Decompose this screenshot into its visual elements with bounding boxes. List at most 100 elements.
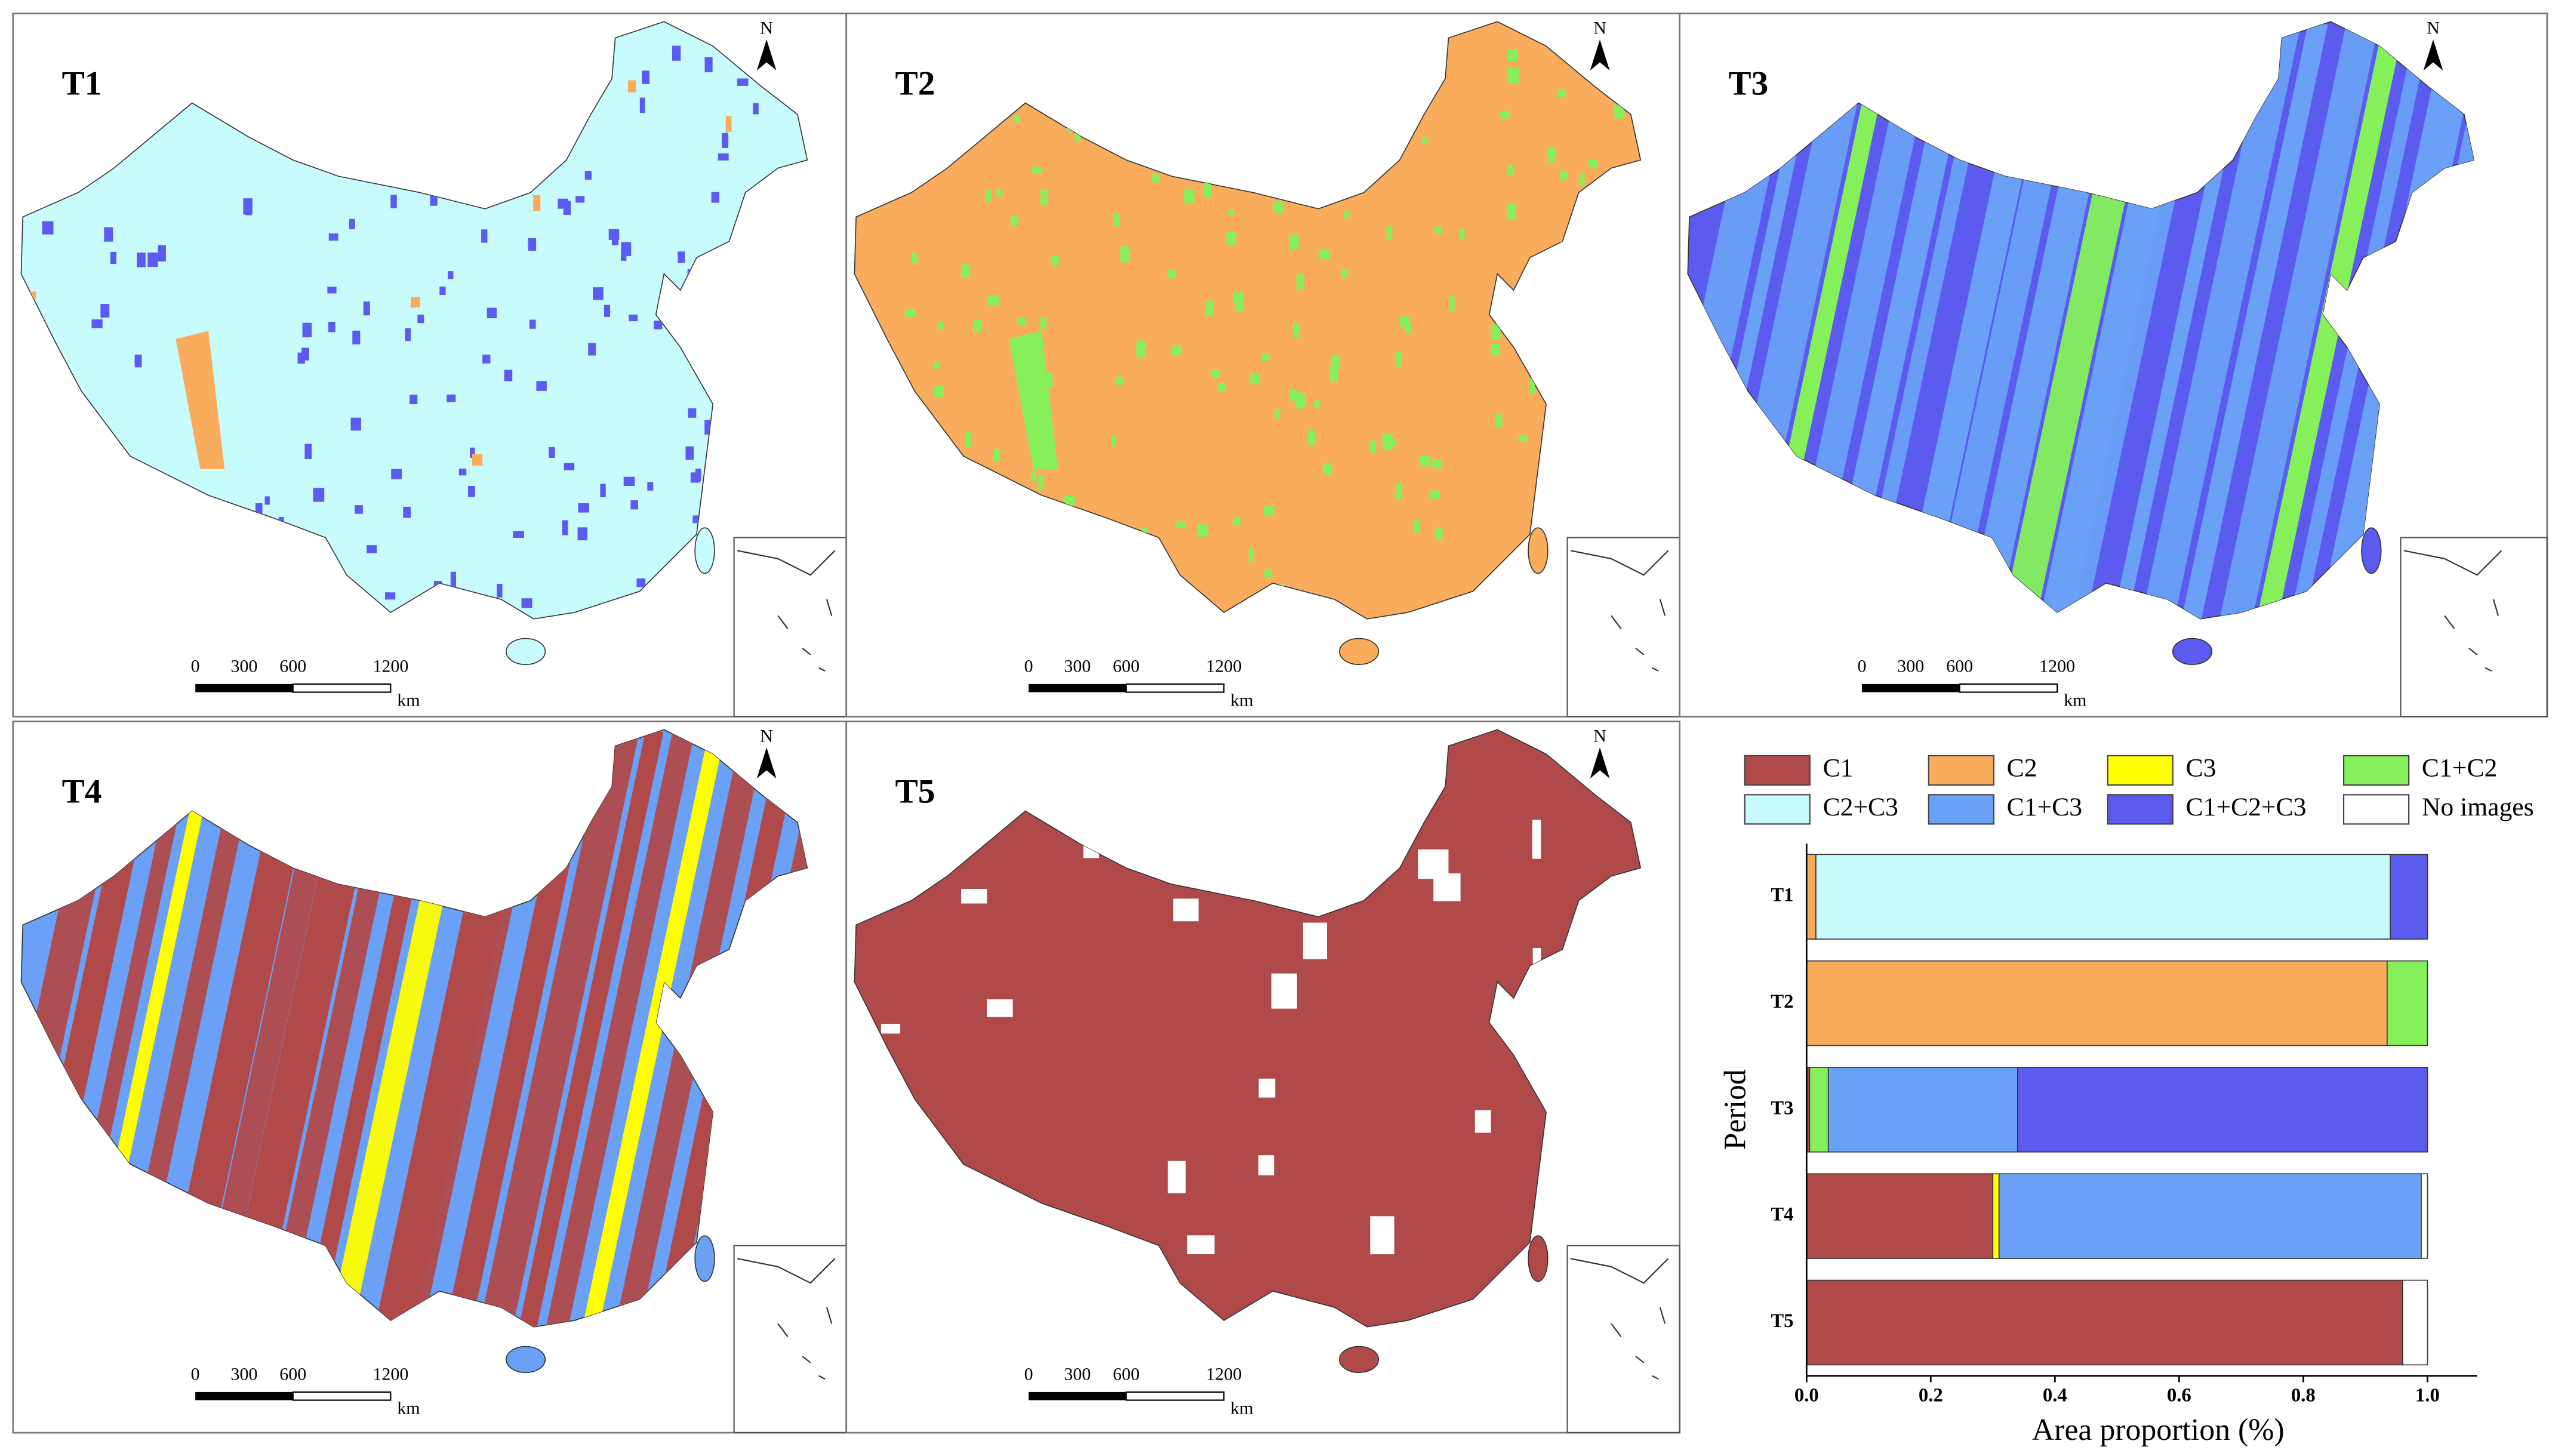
- map-patch: [472, 454, 483, 466]
- map-patch: [405, 328, 411, 341]
- map-panel: T5 N 0 300 600 1200 km: [845, 721, 1681, 1434]
- map-patch: [533, 195, 541, 211]
- country-shape: [20, 21, 808, 620]
- map-patch: [352, 330, 361, 344]
- map-patch: [1120, 246, 1129, 263]
- north-label: N: [760, 727, 773, 746]
- map-patch: [1323, 462, 1332, 475]
- north-arrow: [756, 747, 777, 779]
- legend-label: C2: [2007, 753, 2037, 782]
- map-patch: [1111, 435, 1116, 447]
- map-patch: [933, 361, 939, 369]
- map-patch: [722, 133, 729, 149]
- map-panel: T4 N 0 300 600 1200 km: [12, 721, 848, 1434]
- map-patch: [933, 387, 943, 398]
- map-patch: [987, 999, 1013, 1017]
- y-tick-label: T3: [1771, 1097, 1793, 1119]
- map-patch: [313, 488, 325, 502]
- scale-label: 1200: [373, 1364, 408, 1384]
- map-patch: [2162, 21, 2328, 619]
- map-patch: [961, 264, 970, 278]
- map-patch: [1009, 331, 1058, 470]
- taiwan: [1528, 527, 1549, 574]
- map-patch: [1495, 414, 1503, 428]
- map-patch: [562, 520, 568, 535]
- map-patch: [1559, 171, 1568, 181]
- x-tick-label: 0.8: [2291, 1385, 2316, 1406]
- map-patch: [1261, 353, 1270, 361]
- map-patch: [1264, 569, 1272, 578]
- map-patch: [1289, 234, 1299, 249]
- map-patch: [993, 448, 1001, 462]
- map-patch: [912, 253, 918, 263]
- map-patch: [1507, 49, 1517, 61]
- map-patch: [1330, 366, 1338, 382]
- country-shape: [854, 21, 1642, 620]
- map-patch: [411, 297, 420, 308]
- legend-label: C1: [1823, 753, 1854, 782]
- scale-label: 300: [1064, 1364, 1091, 1384]
- map-patch: [1275, 409, 1280, 419]
- map-patch: [611, 233, 619, 245]
- north-arrow: [1590, 747, 1610, 779]
- panel-title: T1: [62, 64, 102, 102]
- scale-unit: km: [2064, 691, 2086, 710]
- map-patch: [1258, 1155, 1275, 1175]
- bar-segment: [1806, 1279, 2403, 1366]
- scale-label: 1200: [1206, 656, 1242, 676]
- y-tick-label: T1: [1771, 885, 1793, 906]
- map-patch: [390, 195, 397, 208]
- map-patch: [137, 253, 146, 267]
- map-patch: [1184, 189, 1195, 204]
- north-label: N: [760, 19, 773, 38]
- map-patch: [527, 729, 695, 1327]
- map-patch: [302, 322, 312, 338]
- map-patch: [391, 469, 402, 479]
- map-patch: [1474, 1110, 1491, 1133]
- scale-label: 1200: [2039, 656, 2075, 676]
- map-patch: [938, 321, 944, 331]
- map-patch: [1449, 296, 1455, 312]
- map-patch: [1233, 292, 1245, 304]
- map-patch: [588, 343, 596, 356]
- map-patch: [623, 476, 635, 487]
- inset-coast: [1570, 1258, 1669, 1380]
- chart: C1 C2 C3 C1+C2 C2+C3 C1+C3 C1+C2+C3 No images T1…: [1719, 753, 2534, 1447]
- map-patch: [1547, 146, 1556, 163]
- map-patch: [1115, 376, 1124, 385]
- map-patch: [688, 408, 697, 418]
- map-patch: [1507, 165, 1514, 175]
- scale-black: [1029, 684, 1126, 692]
- map-patch: [1296, 274, 1304, 290]
- map-patch: [996, 189, 1003, 197]
- map-patch: [1396, 483, 1403, 500]
- x-tick-label: 0.4: [2043, 1385, 2067, 1406]
- map-patch: [1152, 174, 1159, 183]
- map-patch: [961, 889, 987, 904]
- map-patch: [1032, 167, 1042, 174]
- bar-segment: [1827, 1067, 2018, 1153]
- north-label: N: [2427, 19, 2440, 38]
- legend-label: C3: [2186, 753, 2217, 782]
- map-patch: [1579, 174, 1585, 186]
- map-patch: [42, 221, 54, 235]
- scale-label: 300: [1064, 656, 1091, 676]
- map-patch: [355, 505, 363, 514]
- map-patch: [1273, 202, 1283, 213]
- bar-segment: [1809, 1067, 1829, 1153]
- taiwan: [1528, 1235, 1549, 1282]
- map-patch: [1370, 1216, 1394, 1255]
- map-patch: [410, 395, 418, 405]
- map-patch: [1507, 67, 1519, 83]
- map-patch: [1422, 137, 1428, 144]
- hainan: [506, 1346, 546, 1373]
- bar-segment: [2390, 854, 2428, 940]
- map-patch: [460, 729, 639, 1327]
- map-patch: [1293, 323, 1300, 338]
- map-patch: [904, 309, 916, 318]
- map-patch: [1226, 232, 1236, 245]
- map-patch: [1313, 400, 1320, 408]
- scale-label: 0: [1024, 656, 1033, 676]
- panel-title: T4: [62, 772, 102, 810]
- map-patch: [482, 355, 491, 364]
